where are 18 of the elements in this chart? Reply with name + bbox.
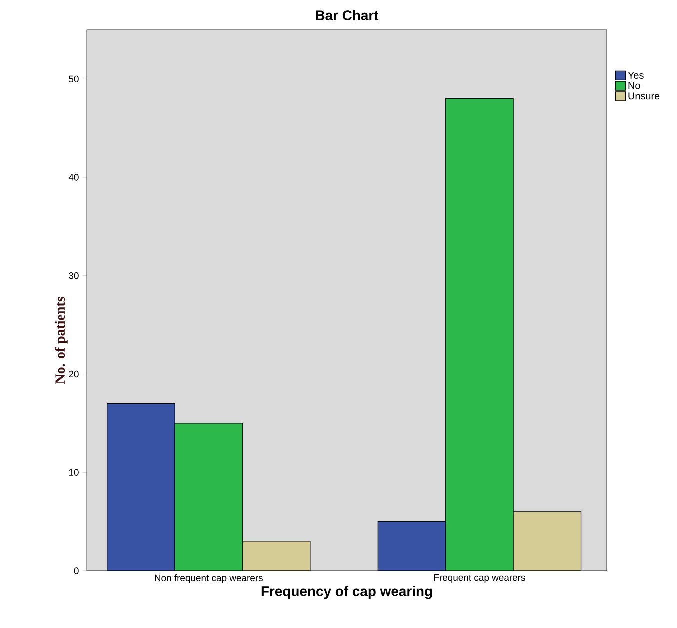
bar [107,403,176,571]
legend-label: No [628,82,640,90]
x-axis-title: Frequency of cap wearing [262,586,432,600]
chart-title: Bar Chart [316,10,379,20]
y-tick-label: 10 [69,469,79,476]
bar [378,522,446,571]
bar [446,98,514,571]
y-tick-label: 50 [69,76,79,83]
y-tick-label: 0 [74,568,79,574]
y-tick-label: 40 [68,174,79,181]
legend-label: Yes [628,72,644,79]
y-tick-label: 30 [69,272,79,280]
legend-label: Unsure [628,92,660,100]
y-axis-title: No. of patients [55,297,68,384]
x-tick-label: Non frequent cap wearers [155,574,263,584]
y-tick-label: 20 [69,370,79,378]
x-tick-label: Frequent cap wearers [434,574,526,583]
bar [174,423,244,571]
